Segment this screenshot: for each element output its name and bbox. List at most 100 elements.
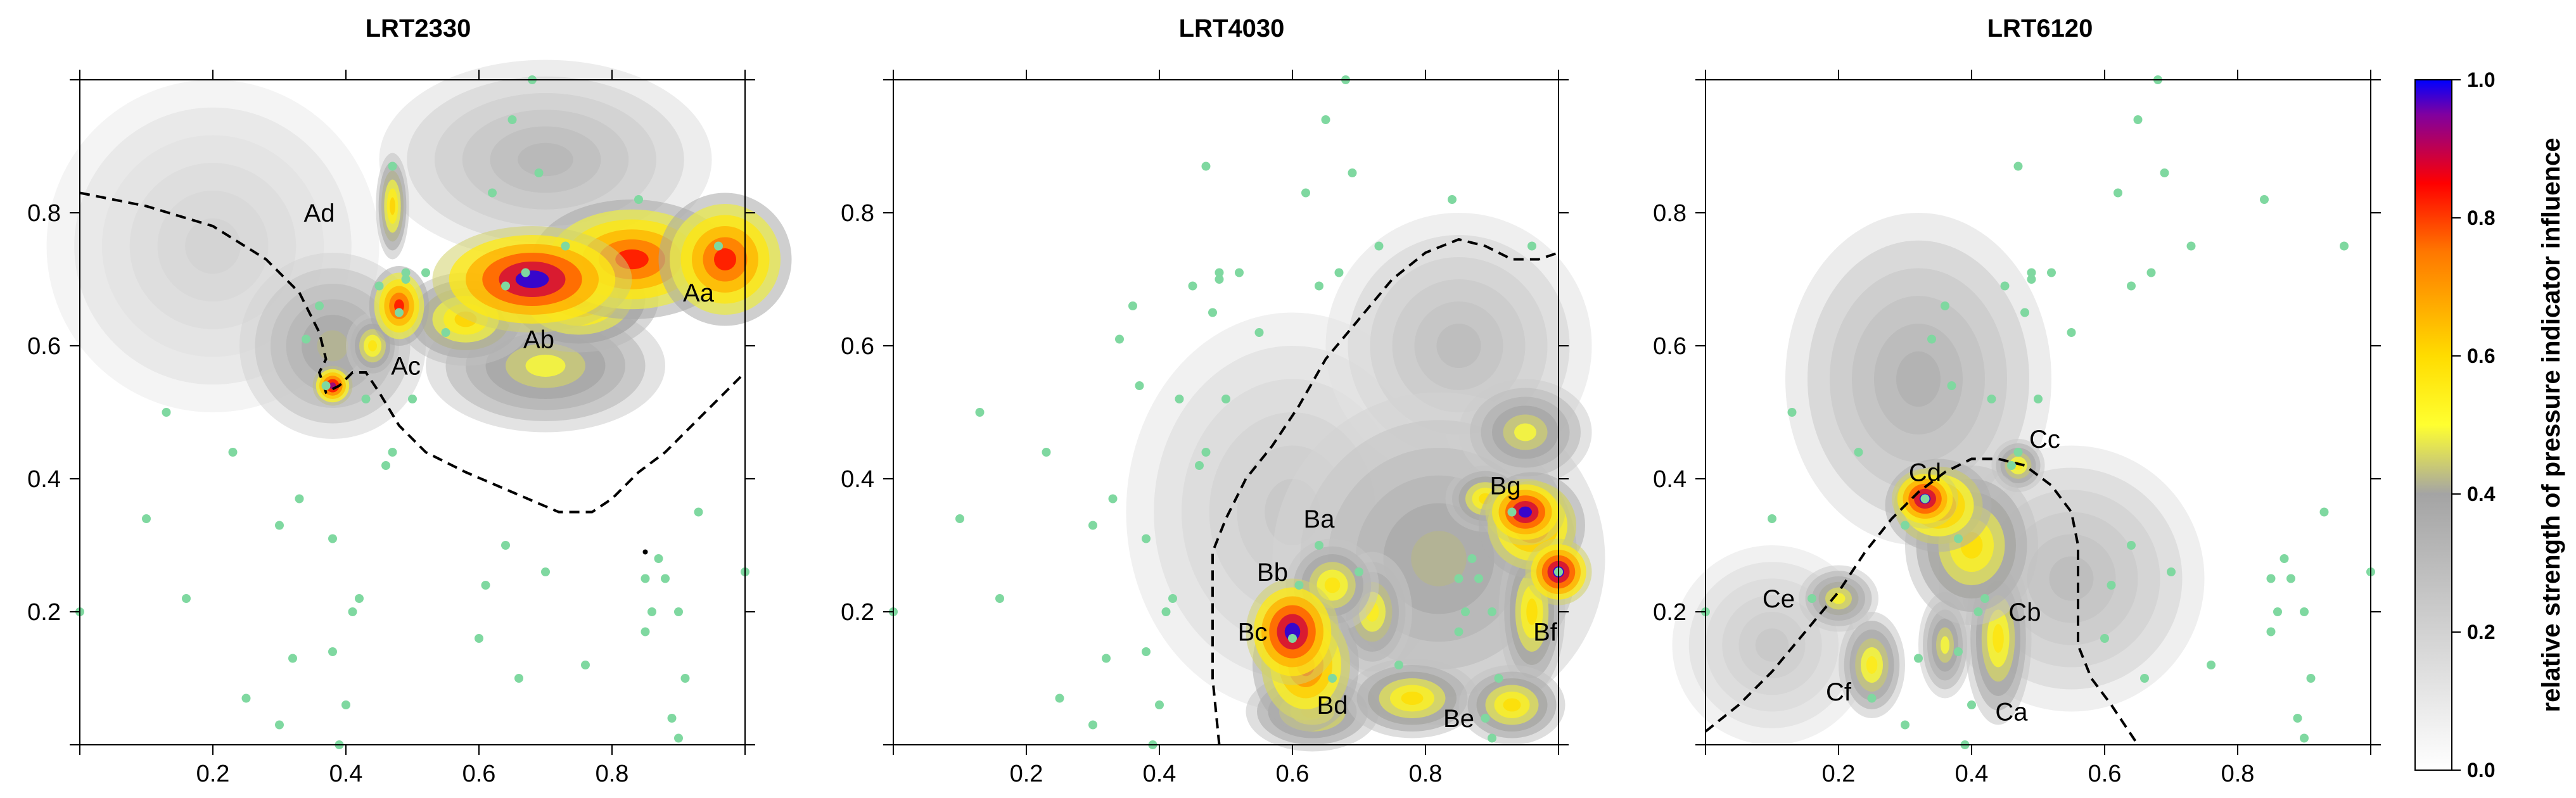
- sample-point: [2013, 448, 2023, 457]
- sample-point: [1108, 494, 1118, 504]
- region-label: Cc: [2029, 426, 2060, 453]
- region-label: Ab: [523, 326, 554, 354]
- panel-title: LRT6120: [1987, 15, 2093, 42]
- region-label: Bb: [1257, 559, 1288, 586]
- sample-point: [2127, 281, 2136, 291]
- sample-point: [275, 720, 284, 730]
- heat-blob: [1401, 692, 1424, 705]
- region-label: Cb: [2008, 598, 2041, 626]
- sample-point: [1221, 395, 1230, 403]
- region-label: Bg: [1490, 472, 1521, 500]
- sample-point: [162, 408, 171, 417]
- sample-point: [488, 188, 497, 198]
- region-label: Bf: [1533, 619, 1558, 647]
- heat-blob: [1941, 636, 1949, 654]
- sample-point: [1947, 381, 1956, 390]
- x-tick-label: 0.6: [462, 761, 496, 787]
- sample-point: [328, 647, 337, 656]
- colorbar-gradient: [2414, 79, 2452, 771]
- sample-point: [348, 607, 357, 616]
- sample-point: [1315, 281, 1323, 291]
- y-tick-label: 0.6: [1653, 333, 1687, 360]
- sample-point: [1208, 308, 1217, 317]
- sample-point: [2280, 554, 2289, 563]
- heat-blob: [1866, 656, 1878, 674]
- sample-point: [514, 674, 523, 683]
- sample-point: [581, 661, 590, 669]
- sample-point: [1914, 654, 1923, 663]
- heat-blob: [518, 142, 573, 177]
- sample-point: [714, 241, 723, 251]
- sample-point: [1328, 674, 1337, 683]
- sample-point: [1927, 334, 1936, 344]
- sample-point: [1768, 514, 1776, 523]
- sample-point: [2186, 241, 2196, 251]
- sample-point: [1188, 281, 1197, 291]
- sample-point: [1142, 534, 1151, 543]
- sample-point: [2133, 115, 2143, 124]
- sample-point: [1527, 241, 1536, 251]
- x-tick-label: 0.6: [2088, 761, 2122, 787]
- heat-blob: [1436, 324, 1481, 368]
- contour-line: [79, 191, 746, 514]
- heat-blob: [1526, 598, 1538, 625]
- colorbar-tick-label: 0.6: [2467, 345, 2495, 367]
- region-label: Ca: [1995, 699, 2028, 726]
- heat-blob: [1755, 628, 1789, 662]
- sample-point: [955, 514, 964, 523]
- sample-point: [1042, 448, 1051, 457]
- heat-blob: [1514, 423, 1536, 441]
- colorbar-tick-label: 0.4: [2467, 483, 2496, 505]
- sample-point: [275, 521, 284, 530]
- sample-point: [1161, 607, 1171, 616]
- region-label: Ba: [1304, 505, 1336, 533]
- sample-point: [654, 554, 663, 563]
- sample-point: [1954, 534, 1963, 543]
- axes: 0.2 0.4 0.6 0.8 0.2 0.4 0.6 0.8: [841, 70, 1569, 787]
- region-labels: Ba Bb Bc Bd Be Bf Bg: [1238, 472, 1558, 733]
- heat-blob: [525, 355, 566, 377]
- y-tick-label: 0.2: [1653, 599, 1687, 626]
- region-label: Be: [1443, 705, 1474, 733]
- sample-point: [1454, 627, 1463, 636]
- sample-point: [1135, 381, 1144, 390]
- heat-blob: [2049, 556, 2094, 601]
- y-tick-label: 0.8: [841, 200, 874, 227]
- sample-point: [534, 168, 544, 177]
- sample-points: [889, 75, 1563, 749]
- sample-point: [1128, 301, 1137, 310]
- y-tick-label: 0.8: [1653, 200, 1687, 227]
- sample-point: [355, 594, 364, 603]
- sample-point: [1488, 733, 1496, 743]
- sample-point: [408, 395, 417, 403]
- region-label: Ad: [304, 200, 335, 227]
- sample-point: [641, 627, 650, 636]
- colorbar-tick-label: 1.0: [2467, 68, 2495, 91]
- sample-point: [1787, 408, 1797, 417]
- sample-point: [1854, 448, 1863, 457]
- heat-blob: [1519, 506, 1532, 518]
- y-tick-label: 0.2: [27, 599, 61, 626]
- sample-point: [634, 195, 643, 204]
- axes: 0.2 0.4 0.6 0.8 0.2 0.4 0.6 0.8: [1653, 70, 2381, 787]
- sample-point: [401, 275, 411, 284]
- sample-point: [501, 281, 510, 291]
- x-tick-label: 0.8: [1409, 761, 1443, 787]
- sample-point: [1215, 275, 1224, 284]
- sample-point: [1867, 694, 1877, 703]
- heat-blob: [185, 218, 241, 274]
- sample-point: [1321, 115, 1330, 124]
- colorbar-tick-label: 0.8: [2467, 206, 2495, 229]
- black-mark: [642, 549, 648, 555]
- heat-blob: [1993, 624, 2004, 653]
- sample-point: [1454, 574, 1463, 583]
- y-tick-label: 0.4: [1653, 466, 1687, 493]
- sample-point: [2260, 195, 2269, 204]
- sample-point: [321, 381, 331, 390]
- heat-blob: [368, 340, 377, 352]
- y-tick-label: 0.8: [27, 200, 61, 227]
- sample-point: [401, 268, 411, 277]
- colorbar-label: relative strength of pressure indicator …: [2537, 138, 2565, 712]
- sample-point: [2107, 581, 2116, 590]
- region-label: Ce: [1763, 585, 1795, 613]
